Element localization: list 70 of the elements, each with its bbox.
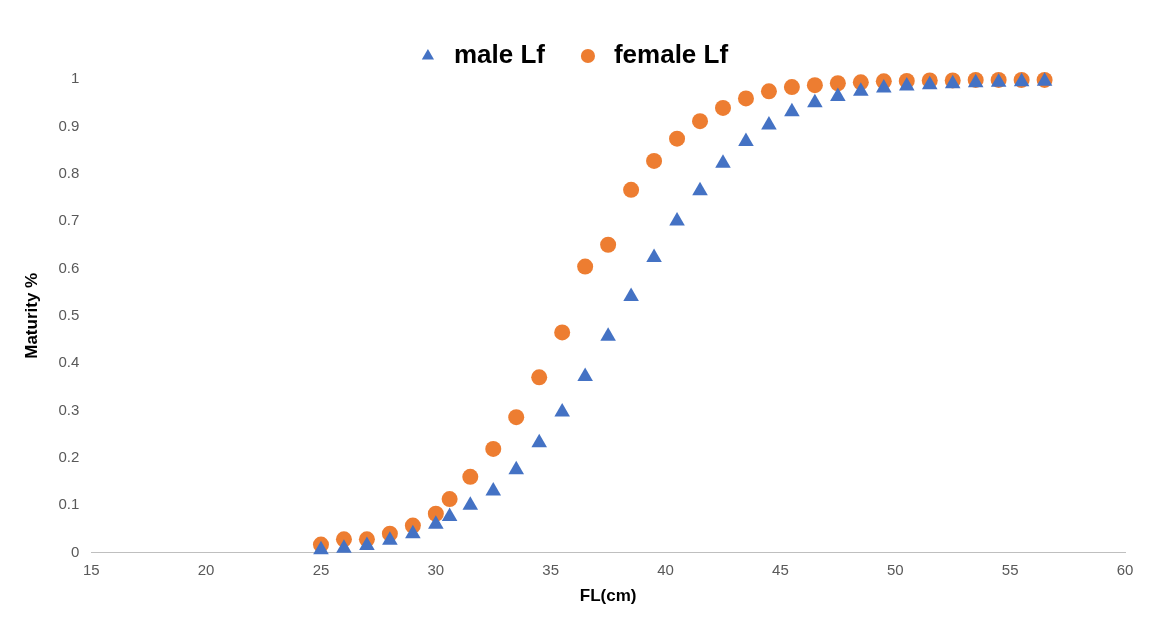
y-axis-title: Maturity % <box>21 272 41 359</box>
point <box>714 99 731 116</box>
y-tick-label: 0.2 <box>58 448 80 466</box>
point <box>807 93 823 108</box>
point <box>554 324 571 341</box>
y-tick-label: 1 <box>70 69 80 87</box>
point <box>830 87 846 102</box>
x-tick-label: 40 <box>657 560 674 578</box>
x-tick-label: 25 <box>312 560 330 578</box>
point <box>441 507 458 522</box>
y-tick-label: 0.1 <box>58 495 80 513</box>
x-tick-label: 50 <box>886 560 904 578</box>
x-tick-label: 20 <box>197 560 215 578</box>
point <box>600 327 616 341</box>
point <box>646 248 662 263</box>
point <box>508 460 525 475</box>
point <box>531 369 548 386</box>
y-tick-label: 0.6 <box>58 258 80 276</box>
y-tick-label: 0 <box>70 542 80 560</box>
x-tick-label: 60 <box>1116 560 1134 578</box>
point <box>462 496 479 510</box>
point <box>715 154 731 168</box>
point <box>577 367 593 381</box>
point <box>405 524 421 539</box>
point <box>554 402 570 417</box>
point <box>485 440 502 457</box>
y-tick-label: 0.5 <box>58 305 80 323</box>
y-tick-label: 0.8 <box>58 163 80 181</box>
point <box>760 83 777 100</box>
point <box>313 540 329 555</box>
x-tick-label: 35 <box>542 560 560 578</box>
point <box>508 409 525 426</box>
point <box>669 212 685 226</box>
point <box>623 181 640 198</box>
point <box>761 115 777 130</box>
point <box>829 75 846 92</box>
point <box>359 536 375 550</box>
point <box>382 531 398 545</box>
point <box>623 287 639 301</box>
x-tick-label: 30 <box>427 560 445 578</box>
legend-label: female Lf <box>613 39 729 70</box>
point <box>485 482 502 496</box>
point <box>428 515 444 529</box>
point <box>853 82 869 96</box>
point <box>806 77 823 94</box>
point <box>898 77 915 91</box>
point <box>876 79 892 93</box>
point <box>692 113 709 130</box>
point <box>669 130 686 147</box>
point <box>738 132 754 147</box>
point <box>600 236 617 253</box>
y-tick-label: 0.7 <box>58 211 80 229</box>
point <box>577 258 594 275</box>
legend-label: male Lf <box>453 39 546 70</box>
point <box>441 491 458 508</box>
x-tick-label: 55 <box>1001 560 1019 578</box>
point <box>784 102 800 117</box>
y-tick-label: 0.4 <box>58 353 80 371</box>
point <box>531 433 547 448</box>
point <box>462 468 479 485</box>
x-axis-title: FL(cm) <box>579 586 637 606</box>
y-tick-label: 0.9 <box>58 116 80 134</box>
point <box>737 90 754 107</box>
point <box>783 79 800 96</box>
x-tick-label: 15 <box>82 560 100 578</box>
point <box>692 181 708 196</box>
point <box>336 539 352 553</box>
x-tick-label: 45 <box>772 560 789 578</box>
y-tick-label: 0.3 <box>58 400 80 418</box>
point <box>646 152 663 169</box>
